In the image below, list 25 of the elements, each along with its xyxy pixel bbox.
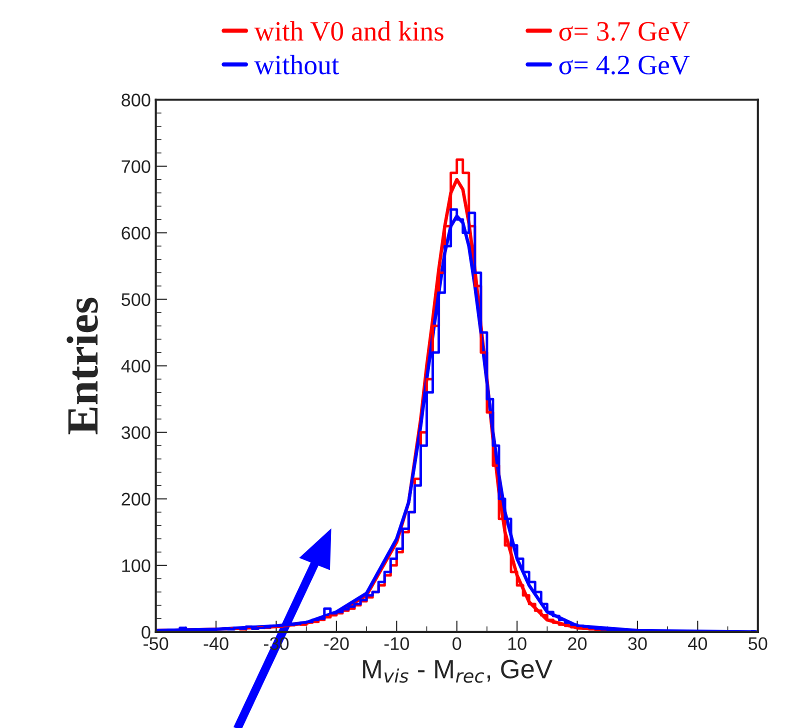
y-tick-label: 600 — [122, 226, 150, 240]
x-tick-label: 0 — [452, 637, 462, 650]
legend-label: without — [254, 54, 340, 74]
y-tick-label: 200 — [122, 492, 150, 506]
x-tick-label: -20 — [324, 637, 349, 650]
y-tick-label: 500 — [122, 293, 150, 306]
y-tick-label: 700 — [122, 160, 150, 173]
x-axis-title: M$_{vis}$ - M$_{rec}$, GeV — [363, 660, 552, 683]
x-tick-label: -50 — [144, 637, 168, 650]
y-tick-label: 0 — [142, 626, 150, 639]
y-tick-label: 800 — [122, 94, 150, 106]
legend-label: σ= 4.2 GeV — [559, 56, 690, 75]
x-tick-label: 30 — [628, 637, 647, 650]
x-tick-label: 50 — [748, 637, 768, 650]
y-tick-label: 300 — [122, 426, 150, 440]
x-tick-label: 10 — [508, 637, 526, 650]
y-axis-title: Entries — [66, 298, 98, 434]
y-tick-label: 100 — [122, 559, 150, 572]
legend-label: with V0 and kins — [254, 21, 444, 41]
y-tick-label: 400 — [121, 360, 150, 373]
x-tick-label: 40 — [688, 637, 708, 650]
x-tick-label: -10 — [384, 637, 409, 650]
x-tick-label: 20 — [568, 637, 587, 650]
legend-label: σ= 3.7 GeV — [559, 22, 690, 41]
x-tick-label: -40 — [204, 637, 228, 650]
